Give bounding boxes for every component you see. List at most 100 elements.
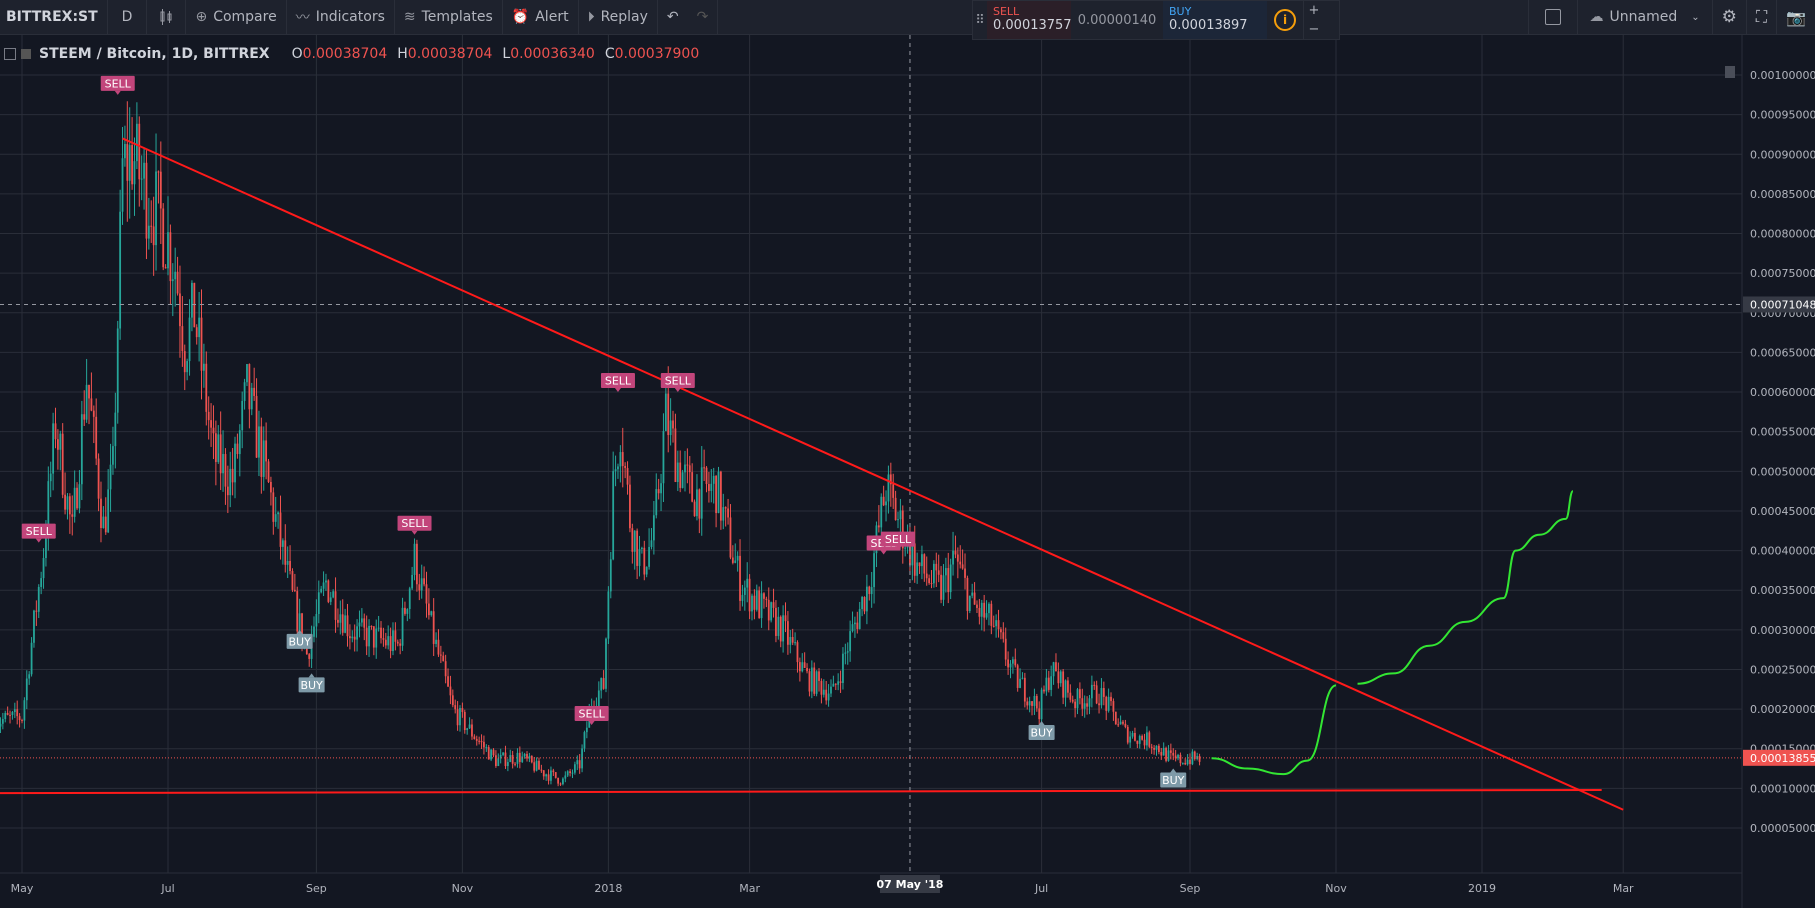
candle <box>140 155 143 201</box>
undo-icon: ↶ <box>666 9 679 25</box>
candle <box>681 469 684 489</box>
sell-button[interactable]: SELL 0.00013757 <box>987 1 1072 39</box>
indicators-button[interactable]: 〰 Indicators <box>287 0 395 34</box>
candle-body <box>1090 684 1093 699</box>
compare-button[interactable]: ⊕ Compare <box>186 0 287 34</box>
last-price-box <box>1743 749 1815 766</box>
symbol-search-button[interactable]: BITTREX:ST <box>0 0 108 34</box>
candle <box>832 675 835 687</box>
candle <box>1186 754 1189 766</box>
signal-pointer <box>308 673 315 678</box>
candle-body <box>463 711 466 731</box>
y-tick-label: 0.00045000 <box>1750 505 1815 518</box>
candle-body <box>1007 659 1009 668</box>
candle <box>758 586 761 619</box>
candle-body <box>1014 659 1017 666</box>
candle-body <box>260 426 263 477</box>
candle <box>674 413 677 483</box>
candle-body <box>80 414 83 485</box>
candle <box>992 615 995 628</box>
high-label: H <box>397 46 408 62</box>
candle-body <box>1067 680 1069 693</box>
replay-label: Replay <box>600 9 648 25</box>
candle-body <box>571 772 574 774</box>
candle <box>535 757 538 772</box>
settings-button[interactable]: ⚙ <box>1713 0 1747 34</box>
templates-button[interactable]: ≋ Templates <box>395 0 503 34</box>
price-chart[interactable]: 0.000050000.000100000.000150000.00020000… <box>0 35 1815 908</box>
candle-body <box>23 700 26 721</box>
close-label: C <box>604 46 615 62</box>
candle <box>363 613 366 641</box>
candle <box>626 461 629 495</box>
candle <box>1021 672 1024 680</box>
candle-body <box>921 554 923 567</box>
candle-body <box>349 636 351 639</box>
snapshot-button[interactable]: 📷 <box>1777 0 1815 34</box>
expand-icon[interactable] <box>4 48 16 60</box>
candle <box>791 628 794 646</box>
candle <box>164 264 167 269</box>
interval-button[interactable]: D <box>108 0 148 34</box>
sell-label: SELL <box>993 5 1020 18</box>
candle-body <box>380 627 382 639</box>
candle <box>863 596 866 615</box>
decrease-button[interactable]: − <box>1308 22 1320 37</box>
candle-body <box>372 626 375 648</box>
sell-signal: SELL <box>660 373 695 393</box>
candle <box>923 553 926 582</box>
drag-handle-icon[interactable]: ⠿ <box>975 12 985 28</box>
candle-body <box>664 393 667 432</box>
candle <box>1050 665 1053 697</box>
candle <box>542 769 545 780</box>
candle-body <box>643 547 646 575</box>
buy-button[interactable]: BUY 0.00013897 <box>1163 1 1267 39</box>
candle <box>837 673 840 691</box>
undo-button[interactable]: ↶ <box>658 0 688 34</box>
candle-body <box>731 557 734 563</box>
candle <box>121 126 124 225</box>
candle <box>408 586 411 619</box>
spread-value: 0.00000140 <box>1077 12 1157 28</box>
candle-body <box>947 568 950 593</box>
buy-signal: BUY <box>1028 720 1055 740</box>
candle-body <box>655 489 658 516</box>
candle-body <box>499 754 502 759</box>
redo-button[interactable]: ↷ <box>688 0 719 34</box>
candle <box>619 445 622 483</box>
candle-body <box>1047 677 1050 690</box>
replay-button[interactable]: ⏵ Replay <box>579 0 658 34</box>
y-tick-label: 0.00050000 <box>1750 465 1815 478</box>
candle-body <box>1009 663 1012 668</box>
series-title[interactable]: STEEM / Bitcoin, 1D, BITTREX <box>39 46 270 62</box>
candle <box>236 433 239 459</box>
fullscreen-button[interactable]: ⛶ <box>1747 0 1778 34</box>
y-tick-label: 0.00065000 <box>1750 346 1815 359</box>
chevron-down-icon: ⌄ <box>1691 11 1700 23</box>
candle <box>169 224 172 305</box>
candle <box>849 620 852 662</box>
candle <box>205 351 208 426</box>
sell-price: 0.00013757 <box>993 18 1072 33</box>
candle <box>1095 680 1098 705</box>
info-button[interactable]: i <box>1267 1 1303 39</box>
candle <box>777 607 780 640</box>
candle-body <box>1064 680 1067 698</box>
candle <box>712 467 715 504</box>
candle <box>729 504 732 560</box>
chart-type-button[interactable] <box>147 0 187 34</box>
candle <box>1019 668 1021 689</box>
candle-body <box>775 607 777 636</box>
candle-body <box>944 568 947 576</box>
candle-body <box>760 593 763 619</box>
increase-button[interactable]: + <box>1308 3 1320 18</box>
candle-body <box>430 611 433 616</box>
candle-body <box>121 158 124 212</box>
candle-body <box>877 525 880 528</box>
save-layout-button[interactable]: ☁ Unnamed ⌄ <box>1578 0 1713 34</box>
candle-body <box>1083 703 1086 709</box>
layout-select-button[interactable] <box>1527 0 1578 34</box>
candle-body <box>1095 685 1098 704</box>
candle <box>119 189 122 340</box>
alert-button[interactable]: ⏰ Alert <box>503 0 579 34</box>
